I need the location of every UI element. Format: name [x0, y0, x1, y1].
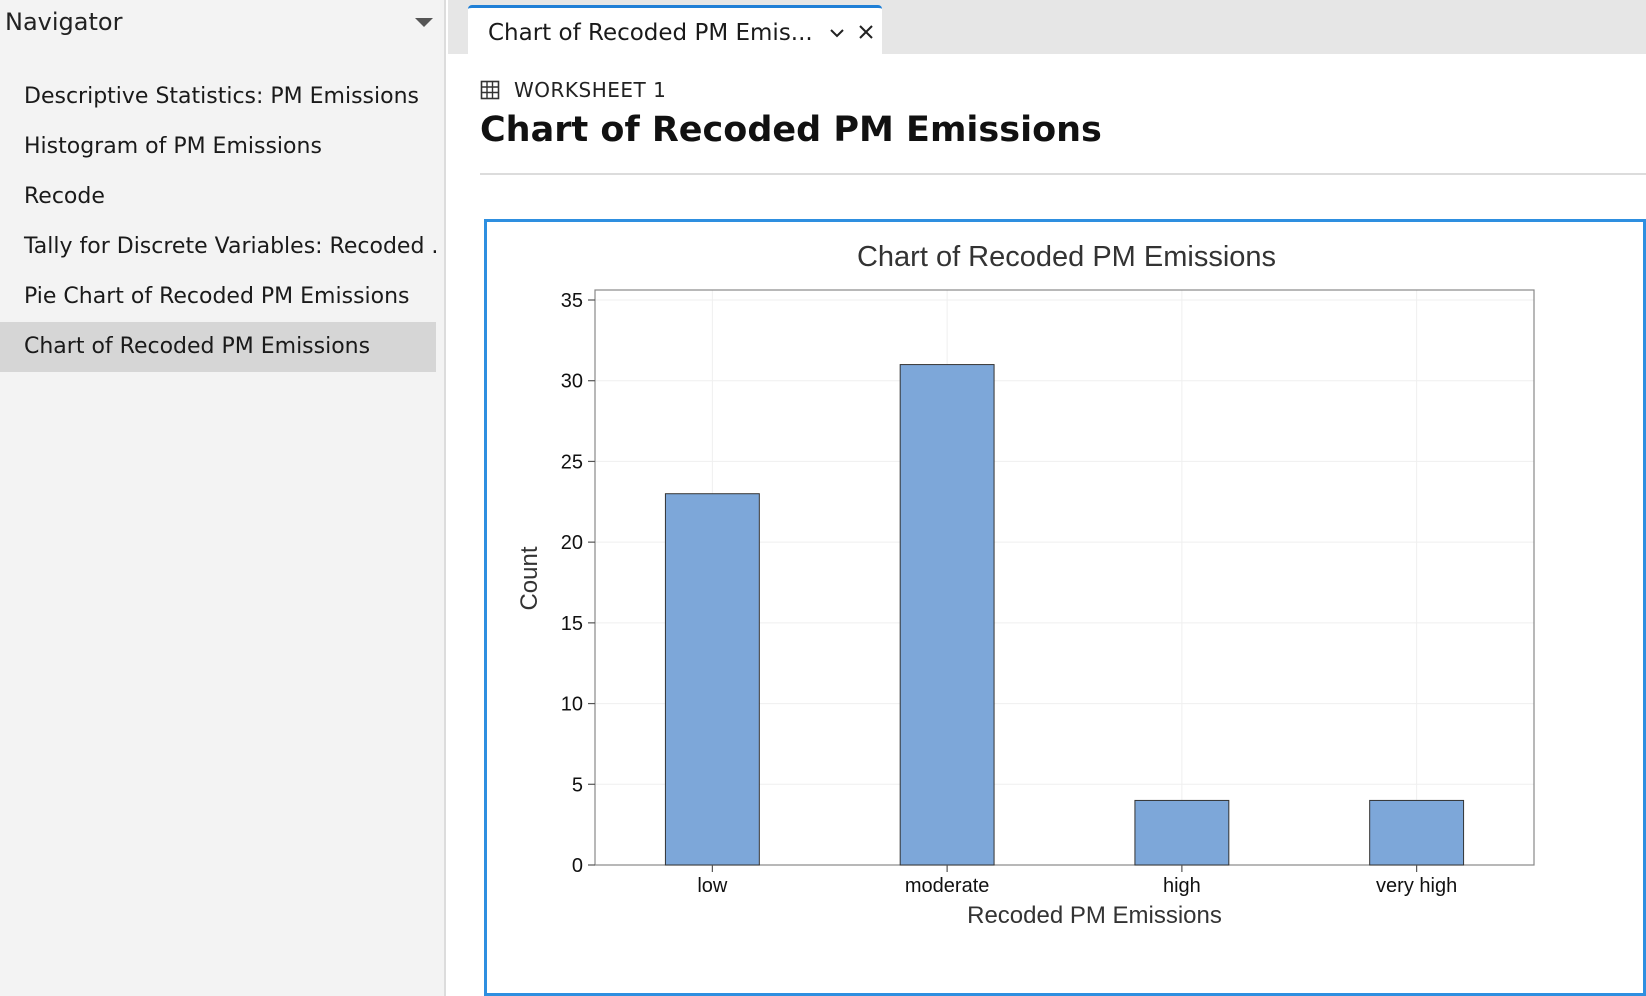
x-axis-label: Recoded PM Emissions [967, 902, 1222, 929]
y-tick-label: 10 [561, 694, 583, 716]
title-divider [480, 173, 1646, 175]
bar-high[interactable] [1134, 799, 1230, 866]
grid-icon [480, 80, 500, 100]
close-icon[interactable] [856, 22, 876, 42]
x-tick-label: moderate [905, 875, 990, 897]
y-axis-label: Count [516, 546, 543, 610]
bar-chart: 0 5 10 15 20 25 30 35 low moderate high very high C… [516, 241, 1535, 929]
navigator-item-pie-chart[interactable]: Pie Chart of Recoded PM Emissions [24, 284, 410, 309]
y-tick-label: 30 [561, 371, 583, 393]
tab-label: Chart of Recoded PM Emis... [488, 20, 813, 46]
x-tick-label: low [697, 875, 728, 897]
y-tick-label: 0 [572, 855, 583, 877]
navigator-item-tally[interactable]: Tally for Discrete Variables: Recoded ..… [24, 234, 436, 259]
chevron-down-icon[interactable] [828, 25, 846, 39]
navigator-item-descriptive-statistics[interactable]: Descriptive Statistics: PM Emissions [24, 84, 420, 109]
chart-title: Chart of Recoded PM Emissions [857, 241, 1276, 273]
navigator-item-recode[interactable]: Recode [24, 184, 105, 209]
y-tick-label: 20 [561, 532, 583, 554]
output-pane: WORKSHEET 1 Chart of Recoded PM Emission… [448, 54, 1646, 996]
worksheet-header: WORKSHEET 1 [480, 78, 666, 102]
bar-moderate[interactable] [899, 364, 995, 866]
page-title: Chart of Recoded PM Emissions [480, 110, 1102, 150]
y-tick-label: 15 [561, 613, 583, 635]
navigator-title: Navigator [5, 8, 123, 36]
navigator-panel: Navigator Descriptive Statistics: PM Emi… [0, 0, 446, 996]
worksheet-label: WORKSHEET 1 [514, 78, 667, 102]
y-tick-label: 5 [572, 774, 583, 796]
x-tick-label: very high [1376, 875, 1457, 897]
bar-low[interactable] [664, 493, 760, 866]
y-tick-label: 35 [561, 290, 583, 312]
navigator-header: Navigator [0, 0, 444, 52]
navigator-item-chart[interactable]: Chart of Recoded PM Emissions [0, 322, 436, 372]
bar-very-high[interactable] [1369, 799, 1465, 866]
plot-area [594, 289, 1535, 866]
navigator-item-histogram[interactable]: Histogram of PM Emissions [24, 134, 322, 159]
tab-chart-of-recoded-pm-emissions[interactable]: Chart of Recoded PM Emis... [468, 5, 882, 54]
chart-frame[interactable]: 0 5 10 15 20 25 30 35 low moderate high very high C… [484, 219, 1646, 996]
y-tick-label: 25 [561, 451, 583, 473]
tab-strip: Chart of Recoded PM Emis... [448, 0, 1646, 54]
navigator-list: Descriptive Statistics: PM Emissions His… [0, 72, 436, 372]
x-tick-label: high [1163, 875, 1201, 897]
collapse-triangle-icon[interactable] [412, 12, 436, 32]
